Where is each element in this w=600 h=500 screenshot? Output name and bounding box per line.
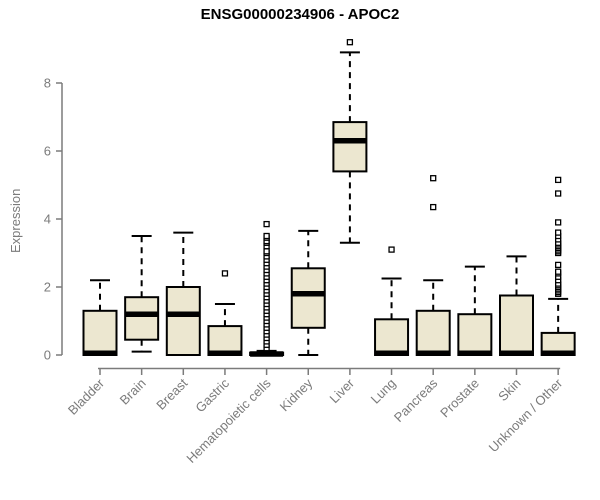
iqr-box — [165, 286, 201, 356]
boxplot-gastric — [207, 270, 243, 357]
boxplot-kidney — [290, 229, 326, 356]
x-category-label-brain: Brain — [117, 376, 149, 408]
iqr-box — [415, 309, 451, 356]
iqr-box — [82, 309, 118, 356]
x-category-label-lung: Lung — [368, 376, 399, 407]
outlier-point — [555, 229, 562, 236]
outlier-point — [555, 176, 562, 184]
y-tick-label: 4 — [44, 212, 51, 227]
iqr-box — [124, 296, 160, 341]
x-category-label-breast: Breast — [153, 375, 190, 412]
outlier-point — [430, 175, 437, 182]
outlier-point — [388, 246, 395, 253]
chart-title: ENSG00000234906 - APOC2 — [200, 6, 400, 23]
boxplot-bladder — [82, 279, 118, 357]
y-tick-label: 0 — [44, 348, 51, 363]
outlier-point — [263, 248, 270, 255]
outlier-point — [430, 203, 437, 211]
y-tick-label: 6 — [44, 144, 51, 159]
x-category-label-skin: Skin — [495, 376, 523, 404]
x-category-label-prostate: Prostate — [437, 376, 482, 421]
outlier-point — [555, 261, 562, 269]
iqr-box — [457, 313, 493, 357]
outlier-point — [555, 219, 562, 226]
iqr-box — [499, 294, 534, 356]
x-category-label-gastric: Gastric — [192, 375, 232, 415]
boxplot-lung — [374, 246, 410, 357]
iqr-box — [332, 121, 368, 173]
x-category-label-pancreas: Pancreas — [391, 375, 441, 425]
outlier-point — [346, 39, 354, 46]
iqr-box — [290, 267, 326, 329]
outlier-point — [263, 232, 270, 240]
x-category-label-unknown-other: Unknown / Other — [486, 375, 566, 455]
boxplot-prostate — [457, 265, 493, 357]
iqr-box — [374, 318, 410, 356]
y-tick-label: 2 — [44, 280, 51, 295]
boxplot-hematopoietic-cells — [249, 220, 285, 357]
boxplot-pancreas — [415, 175, 451, 357]
boxplot-brain — [124, 235, 160, 353]
outlier-point — [555, 268, 562, 275]
outlier-point — [221, 270, 229, 277]
y-tick-label: 8 — [44, 76, 51, 91]
outlier-point — [555, 190, 562, 197]
boxplot-unknown-other — [540, 176, 576, 357]
x-category-label-bladder: Bladder — [65, 375, 108, 418]
boxplot-liver — [332, 39, 368, 244]
boxplot-skin — [499, 255, 534, 357]
boxplot-breast — [165, 231, 201, 356]
x-category-label-liver: Liver — [326, 375, 357, 406]
outlier-point — [263, 220, 270, 228]
x-category-label-kidney: Kidney — [277, 375, 316, 414]
